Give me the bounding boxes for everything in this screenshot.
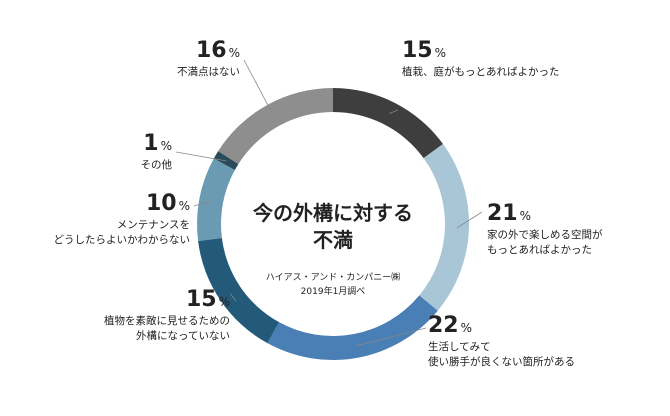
slice-category-label-6-1: その他: [141, 158, 173, 171]
slice-value-label-4: 15%: [186, 287, 230, 312]
slice-2: [419, 144, 470, 311]
slice-category-label-4-1: 植物を素敵に見せるための: [104, 314, 230, 327]
slice-value-label-1: 15%: [402, 38, 446, 63]
center-text: 今の外構に対する 不満 ハイアス・アンド・カンパニー㈱ 2019年1月調べ: [253, 201, 413, 297]
slice-category-label-5-2: どうしたらよいかわからない: [54, 234, 191, 246]
slice-5: [197, 158, 235, 242]
slice-3: [267, 295, 438, 360]
leader-line-5: [193, 200, 212, 207]
slice-category-label-2-1: 家の外で楽しめる空間が: [487, 228, 603, 241]
slice-value-label-6: 1%: [143, 131, 172, 156]
slice-value-label-2: 21%: [487, 201, 531, 226]
leader-line-4: [230, 293, 237, 302]
leader-line-7: [243, 59, 274, 116]
slice-value-label-7: 16%: [196, 38, 240, 63]
slice-value-label-3: 22%: [428, 313, 472, 338]
donut-slices: [197, 88, 470, 360]
slice-7: [218, 88, 333, 164]
leader-line-6: [175, 151, 227, 162]
slice-category-label-3-2: 使い勝手が良くない箇所がある: [428, 355, 575, 368]
chart-title-line-2: 不満: [313, 228, 353, 252]
slice-1: [333, 88, 444, 159]
slice-4: [198, 238, 280, 344]
slice-labels: 15 % 植栽、庭がもっとあればよかった 21 % 家の外で楽しめる空間がもっとあればよか…: [54, 38, 603, 368]
chart-title-line-1: 今の外構に対する: [253, 201, 413, 225]
leader-lines: [175, 59, 483, 347]
survey-date-label: 2019年1月調べ: [301, 285, 366, 297]
source-label: ハイアス・アンド・カンパニー㈱: [266, 271, 400, 283]
slice-category-label-7-1: 不満点はない: [177, 66, 240, 78]
leader-line-2: [456, 211, 483, 229]
slice-value-label-5: 10%: [146, 191, 190, 216]
leader-line-3: [356, 327, 427, 347]
slice-category-label-4-2: 外構になっていない: [136, 329, 230, 342]
slice-category-label-1-1: 植栽、庭がもっとあればよかった: [402, 65, 560, 78]
slice-category-label-3-1: 生活してみて: [428, 340, 491, 353]
leader-line-1: [389, 109, 399, 114]
slice-category-label-2-2: もっとあればよかった: [487, 244, 592, 256]
slice-category-label-5-1: メンテナンスを: [117, 219, 190, 231]
